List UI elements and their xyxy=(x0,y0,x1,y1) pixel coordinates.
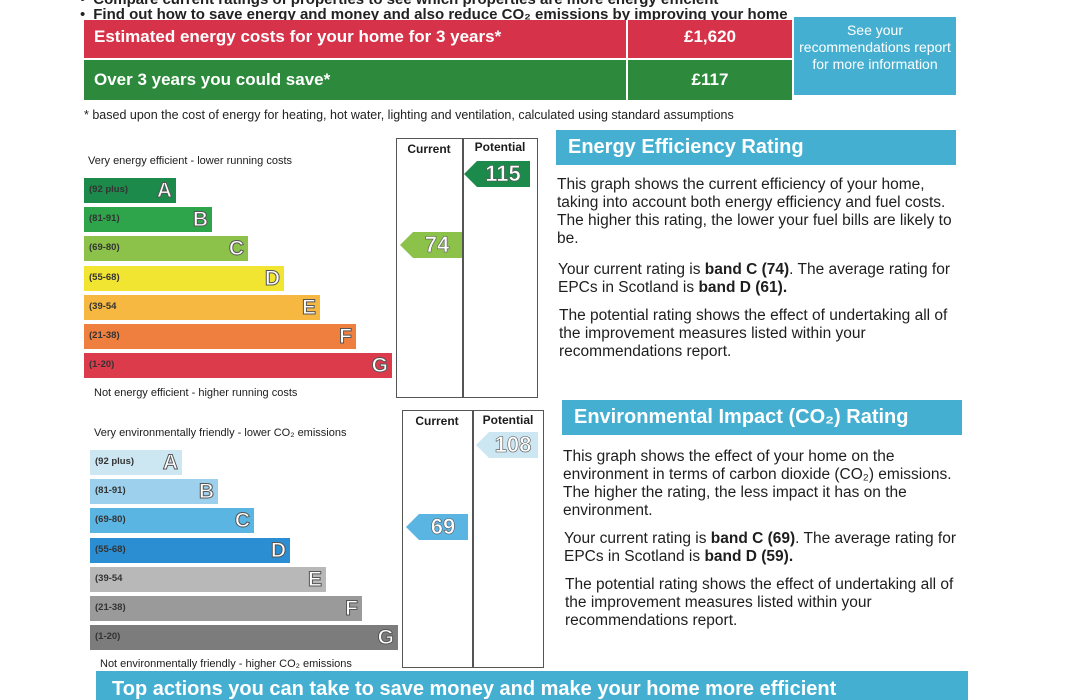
band-range-label: (55-68) xyxy=(95,543,126,555)
band-letter: F xyxy=(345,597,359,621)
energy-efficiency-title: Energy Efficiency Rating xyxy=(556,130,956,165)
rating-band-d: (55-68) D xyxy=(84,265,284,291)
energy-rating-prefix: Your current rating is xyxy=(558,261,705,278)
energy-current-band: band C (74) xyxy=(704,261,790,278)
rating-band-c: (69-80) C xyxy=(90,508,254,534)
current-rating-arrow: 74 xyxy=(400,232,462,258)
env-current-band: band C (69) xyxy=(710,530,796,547)
rating-band-b: (81-91) B xyxy=(90,479,218,505)
rating-band-g: (1-20) G xyxy=(90,625,398,651)
potential-rating-arrow: 108 xyxy=(476,432,538,458)
band-range-label: (1-20) xyxy=(95,631,121,643)
environmental-impact-title: Environmental Impact (CO₂) Rating xyxy=(562,400,962,435)
bottom-caption: Not energy efficient - higher running co… xyxy=(94,387,298,399)
band-letter: D xyxy=(270,538,286,562)
band-range-label: (1-20) xyxy=(89,359,115,371)
column-divider xyxy=(472,410,474,668)
top-caption: Very energy efficient - lower running co… xyxy=(88,155,293,167)
potential-rating-arrow: 115 xyxy=(464,161,530,187)
cost-footnote: * based upon the cost of energy for heat… xyxy=(84,108,734,122)
bottom-caption: Not environmentally friendly - higher CO… xyxy=(100,658,352,670)
top-actions-banner: Top actions you can take to save money a… xyxy=(96,671,968,700)
env-rating-mid: . The average rating for EPCs in Scotlan… xyxy=(564,530,957,565)
top-caption: Very environmentally friendly - lower CO… xyxy=(94,427,347,439)
current-column-header: Current xyxy=(407,142,451,156)
rating-columns-frame xyxy=(396,138,538,398)
rating-band-a: (92 plus) A xyxy=(84,178,176,203)
savings-value: £117 xyxy=(626,60,792,100)
savings-row: Over 3 years you could save* £117 xyxy=(84,60,792,100)
energy-efficiency-chart: Current Potential Very energy efficient … xyxy=(84,138,538,408)
band-range-label: (92 plus) xyxy=(95,456,135,467)
band-range-label: (39-54 xyxy=(95,572,123,584)
bullet-find-out-text: Find out how to save energy and money an… xyxy=(93,6,788,23)
band-range-label: (81-91) xyxy=(89,213,120,225)
rating-band-e: (39-54 E xyxy=(84,294,320,320)
env-rating-prefix: Your current rating is xyxy=(564,530,711,547)
potential-column-header: Potential xyxy=(482,413,534,427)
rating-band-a: (92 plus) A xyxy=(90,450,182,475)
rating-band-g: (1-20) G xyxy=(84,353,392,379)
potential-column-header: Potential xyxy=(474,140,526,154)
rating-band-e: (39-54 E xyxy=(90,566,326,592)
band-letter: E xyxy=(301,295,316,319)
environmental-current-rating-text: Your current rating is band C (69). The … xyxy=(564,530,964,566)
band-letter: F xyxy=(339,325,353,349)
band-letter: C xyxy=(228,237,244,261)
rating-band-f: (21-38) F xyxy=(84,324,356,349)
rating-band-b: (81-91) B xyxy=(84,207,212,233)
band-range-label: (39-54 xyxy=(89,300,117,312)
band-letter: A xyxy=(162,451,178,475)
env-average-band: band D (59). xyxy=(704,548,794,565)
band-range-label: (81-91) xyxy=(95,485,126,497)
energy-average-band: band D (61). xyxy=(698,279,788,296)
band-letter: E xyxy=(307,567,322,591)
energy-current-rating-text: Your current rating is band C (74). The … xyxy=(558,261,958,297)
column-divider xyxy=(462,138,464,398)
estimated-costs-row: Estimated energy costs for your home for… xyxy=(84,20,792,58)
band-letter: G xyxy=(371,354,388,378)
band-letter: B xyxy=(198,480,214,504)
energy-description: This graph shows the current efficiency … xyxy=(557,176,952,247)
rating-band-c: (69-80) C xyxy=(84,236,248,262)
energy-rating-mid: . The average rating for EPCs in Scotlan… xyxy=(558,261,951,296)
current-rating-arrow: 69 xyxy=(406,514,468,540)
estimated-costs-value: £1,620 xyxy=(626,20,792,58)
energy-potential-text: The potential rating shows the effect of… xyxy=(559,307,948,360)
band-range-label: (69-80) xyxy=(95,514,126,526)
rating-band-d: (55-68) D xyxy=(90,537,290,563)
bullet-find-out: • Find out how to save energy and money a… xyxy=(80,6,788,23)
rating-band-f: (21-38) F xyxy=(90,596,362,621)
band-letter: C xyxy=(234,509,250,533)
see-recommendations-box: See your recommendations report for more… xyxy=(794,17,956,95)
band-range-label: (69-80) xyxy=(89,242,120,254)
band-range-label: (21-38) xyxy=(95,602,126,613)
band-range-label: (92 plus) xyxy=(89,184,129,195)
estimated-costs-label: Estimated energy costs for your home for… xyxy=(84,20,626,58)
environmental-impact-chart: Current Potential Very environmentally f… xyxy=(90,410,544,680)
environmental-potential-text: The potential rating shows the effect of… xyxy=(565,576,954,629)
savings-label: Over 3 years you could save* xyxy=(84,60,626,100)
environmental-description: This graph shows the effect of your home… xyxy=(563,448,952,519)
band-range-label: (21-38) xyxy=(89,330,120,341)
band-letter: B xyxy=(192,208,208,232)
band-letter: A xyxy=(156,179,172,203)
band-letter: G xyxy=(377,626,394,650)
band-range-label: (55-68) xyxy=(89,271,120,283)
current-column-header: Current xyxy=(415,414,459,428)
band-letter: D xyxy=(264,266,280,290)
